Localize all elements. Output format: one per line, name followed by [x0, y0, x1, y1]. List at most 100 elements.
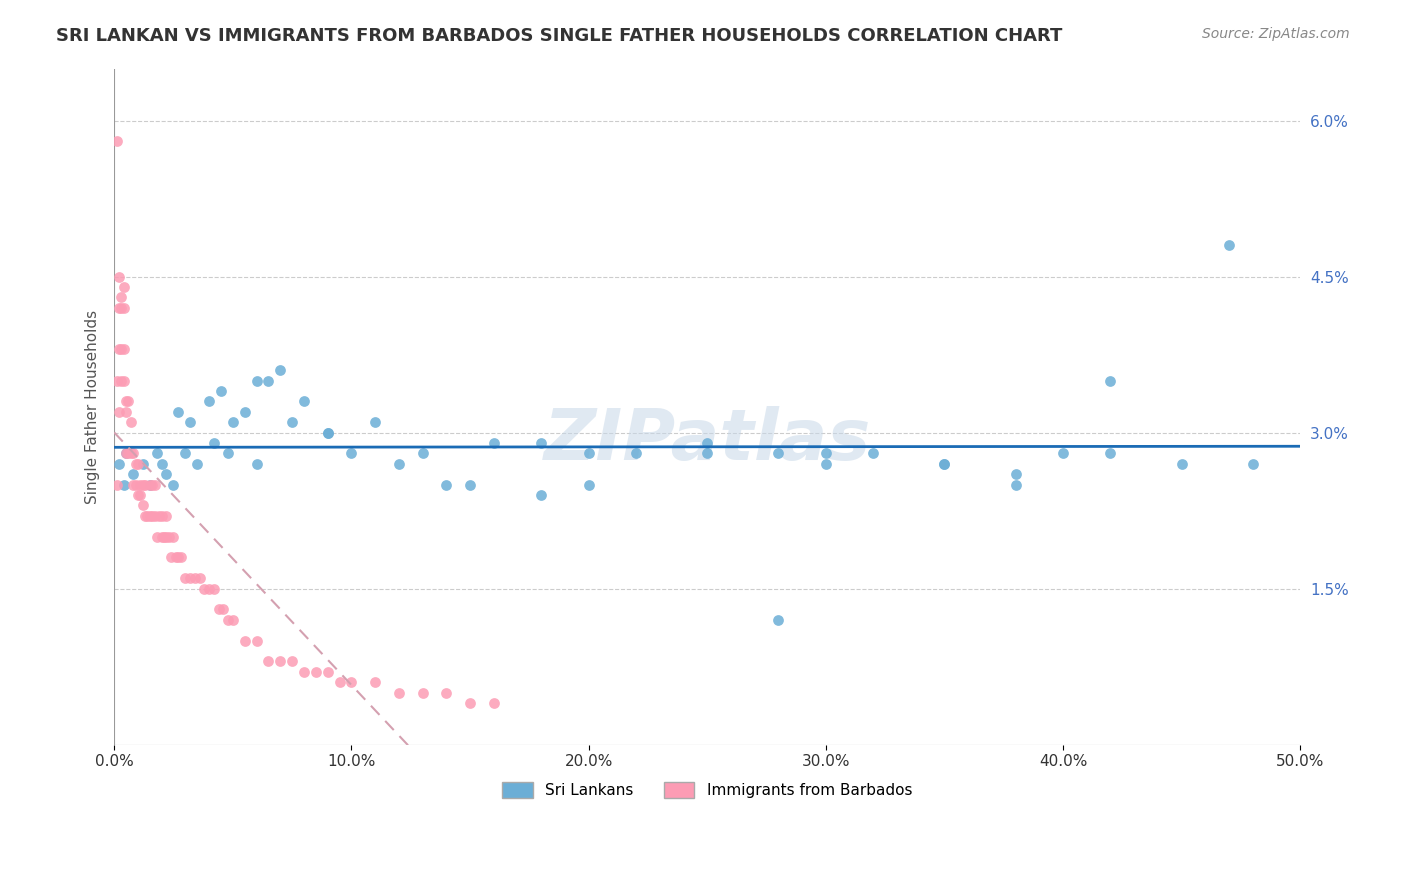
- Point: [115, 446, 138, 460]
- Point: [165, 550, 187, 565]
- Point: [482, 436, 505, 450]
- Point: [292, 394, 315, 409]
- Point: [155, 508, 177, 523]
- Point: [207, 602, 229, 616]
- Point: [184, 571, 207, 585]
- Point: [179, 571, 201, 585]
- Text: SRI LANKAN VS IMMIGRANTS FROM BARBADOS SINGLE FATHER HOUSEHOLDS CORRELATION CHAR: SRI LANKAN VS IMMIGRANTS FROM BARBADOS S…: [56, 27, 1063, 45]
- Point: [281, 415, 304, 429]
- Point: [127, 457, 149, 471]
- Point: [245, 374, 267, 388]
- Point: [146, 530, 169, 544]
- Point: [162, 530, 184, 544]
- Text: Source: ZipAtlas.com: Source: ZipAtlas.com: [1202, 27, 1350, 41]
- Point: [186, 457, 208, 471]
- Point: [364, 415, 387, 429]
- Point: [105, 374, 128, 388]
- Point: [1099, 374, 1122, 388]
- Point: [146, 446, 169, 460]
- Point: [198, 582, 221, 596]
- Point: [122, 477, 145, 491]
- Point: [245, 457, 267, 471]
- Point: [127, 488, 149, 502]
- Point: [934, 457, 956, 471]
- Point: [364, 675, 387, 690]
- Y-axis label: Single Father Households: Single Father Households: [86, 310, 100, 504]
- Point: [112, 343, 135, 357]
- Point: [814, 446, 837, 460]
- Point: [112, 374, 135, 388]
- Point: [257, 654, 280, 668]
- Point: [1170, 457, 1192, 471]
- Point: [198, 394, 221, 409]
- Point: [110, 290, 132, 304]
- Point: [122, 467, 145, 482]
- Point: [122, 446, 145, 460]
- Point: [117, 394, 139, 409]
- Point: [141, 477, 163, 491]
- Point: [292, 665, 315, 679]
- Point: [530, 488, 553, 502]
- Point: [120, 446, 142, 460]
- Point: [150, 508, 173, 523]
- Point: [316, 425, 339, 440]
- Text: ZIPatlas: ZIPatlas: [544, 406, 870, 475]
- Point: [862, 446, 884, 460]
- Point: [139, 477, 162, 491]
- Point: [1099, 446, 1122, 460]
- Point: [412, 685, 434, 699]
- Point: [134, 477, 156, 491]
- Point: [120, 415, 142, 429]
- Point: [1241, 457, 1264, 471]
- Point: [143, 477, 166, 491]
- Point: [143, 508, 166, 523]
- Point: [578, 446, 600, 460]
- Point: [139, 477, 162, 491]
- Point: [458, 477, 481, 491]
- Point: [1004, 467, 1026, 482]
- Point: [139, 508, 162, 523]
- Point: [157, 530, 180, 544]
- Point: [124, 477, 146, 491]
- Point: [110, 301, 132, 315]
- Point: [150, 530, 173, 544]
- Point: [340, 446, 363, 460]
- Point: [482, 696, 505, 710]
- Point: [174, 446, 197, 460]
- Point: [316, 665, 339, 679]
- Point: [155, 530, 177, 544]
- Point: [696, 436, 718, 450]
- Point: [105, 477, 128, 491]
- Point: [202, 582, 225, 596]
- Point: [136, 508, 159, 523]
- Point: [458, 696, 481, 710]
- Point: [105, 134, 128, 148]
- Point: [131, 457, 153, 471]
- Point: [193, 582, 215, 596]
- Point: [305, 665, 328, 679]
- Point: [179, 415, 201, 429]
- Point: [412, 446, 434, 460]
- Point: [624, 446, 647, 460]
- Point: [167, 405, 190, 419]
- Point: [115, 446, 138, 460]
- Point: [222, 613, 245, 627]
- Point: [115, 405, 138, 419]
- Point: [108, 457, 131, 471]
- Point: [222, 415, 245, 429]
- Point: [328, 675, 350, 690]
- Point: [148, 508, 170, 523]
- Point: [233, 405, 256, 419]
- Point: [108, 405, 131, 419]
- Point: [388, 685, 411, 699]
- Point: [112, 301, 135, 315]
- Point: [124, 457, 146, 471]
- Point: [167, 550, 190, 565]
- Point: [169, 550, 191, 565]
- Point: [233, 633, 256, 648]
- Point: [768, 613, 790, 627]
- Point: [112, 280, 135, 294]
- Point: [578, 477, 600, 491]
- Point: [131, 477, 153, 491]
- Point: [117, 446, 139, 460]
